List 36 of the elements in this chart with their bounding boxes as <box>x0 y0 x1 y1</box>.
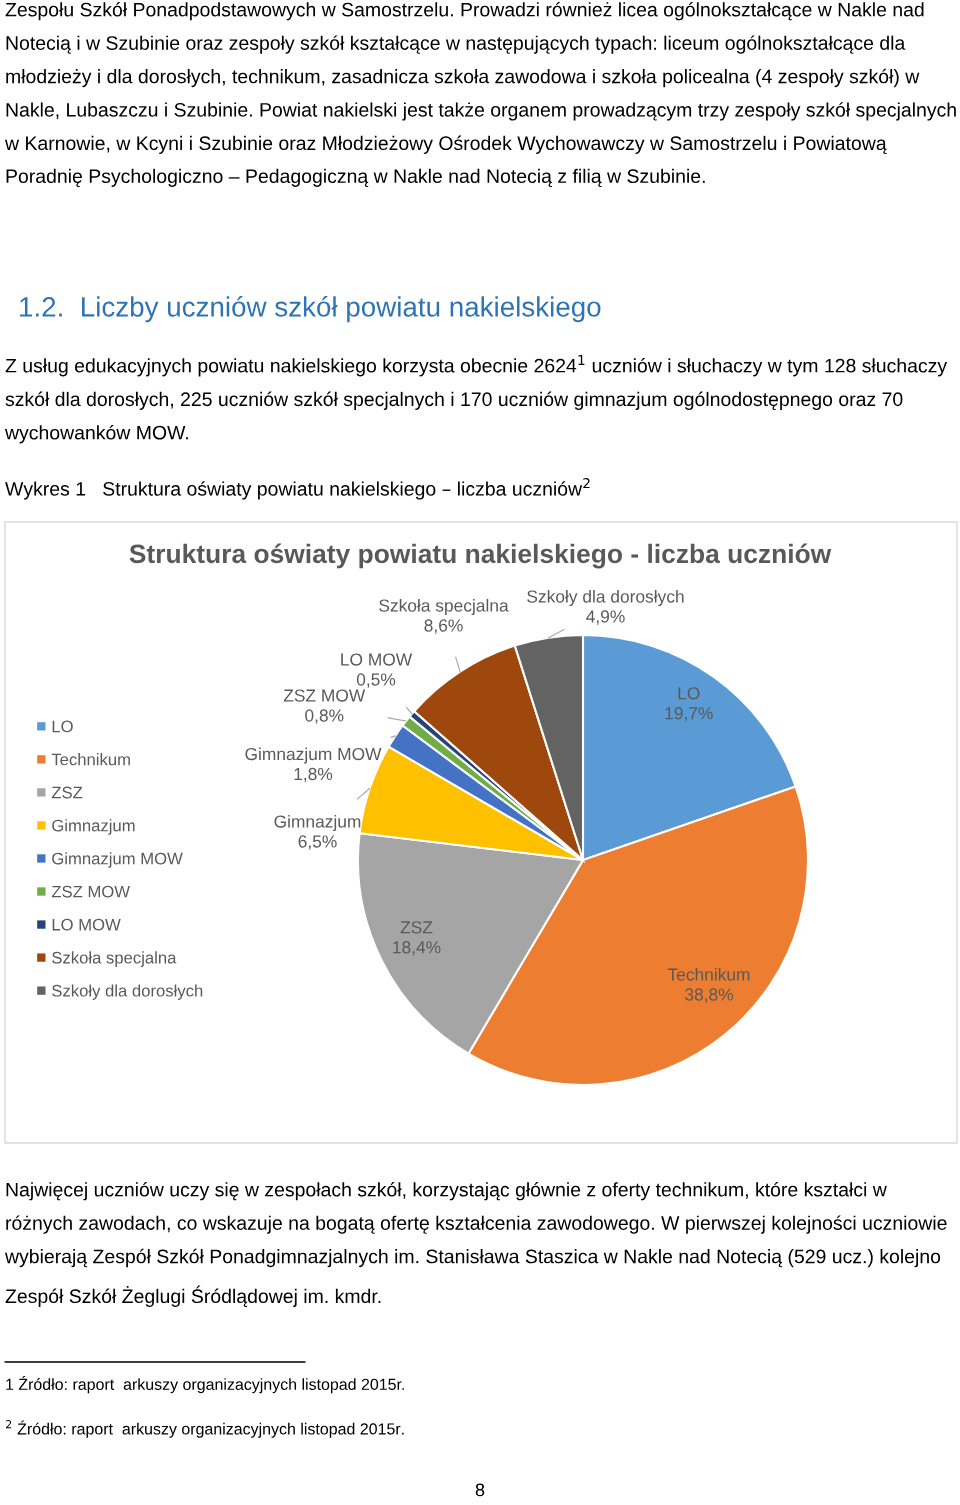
data-label: 1,8% <box>294 767 333 783</box>
slice-label: LO MOW <box>341 653 413 666</box>
legend-label: ZSZ MOW <box>51 885 130 898</box>
data-label: 38,8% <box>685 988 733 1003</box>
legend-label: Gimnazjum MOW <box>52 852 183 868</box>
text: Z usług edukacyjnych powiatu nakielskiego korzysta obecnie 2624$^{1}$ uczniów i słuchaczy w tym 128 słuchaczy szkół dla dorosłych, 225 uczniów szkół specjalnych i 170 uczniów gimnazjum ogólnodostępnego oraz 70 wychowanków MOW. <box>4 355 948 444</box>
text: Zespołu Szkół Ponadpodstawowych w Samostrzelu. Prowadzi również licea ogólnokształcące w Nakle nad Notecią i w Szubinie oraz zespoły szkół kształcące w następujących typach: liceum ogólnokształcące dla młodzieży i dla dorosłych, technikum, zasadnicza szkoła zawodowa i szkoła policealna (4 zespoły szkół) w Nakle, Lubaszczu i Szubinie. Powiat nakielski jest także organem prowadzącym trzy zespoły szkół specjalnych w Karnowie, w Kcyni i Szubinie oraz Młodzieżowy Ośrodek Wychowawczy w Samostrzelu i Powiatową Poradnię Psychologiczno – Pedagogiczną w Nakle nad Notecią z filią w Szubinie. <box>4 2 956 187</box>
legend-label: Szkoła specjalna <box>52 951 177 967</box>
slice-label: Gimnazjum MOW <box>245 747 382 764</box>
text: 1.2. Liczby uczniów szkół powiatu nakielskiego <box>20 296 601 323</box>
data-label: 6,5% <box>298 835 337 850</box>
slice-label: ZSZ MOW <box>283 689 366 702</box>
data-label: 0,5% <box>356 673 396 688</box>
slice-label: LO <box>678 687 700 700</box>
slice-label: Gimnazjum <box>274 814 361 832</box>
text: 1 Źródło: raport arkuszy organizacyjnych listopad 2015r. <box>6 1376 404 1394</box>
text: $^{2}$ Źródło: raport arkuszy organizacyjnych listopad 2015r. <box>5 1420 404 1438</box>
legend-label: Gimnazjum <box>52 819 135 835</box>
text: 8 <box>475 1483 485 1497</box>
legend-label: LO <box>52 720 73 733</box>
legend-label: Szkoły dla dorosłych <box>52 984 203 1000</box>
slice-label: ZSZ <box>400 921 433 934</box>
slice-label: Szkoła specjalna <box>379 598 509 616</box>
data-label: 0,8% <box>305 709 344 724</box>
slice-label: Szkoły dla dorosłych <box>527 589 684 607</box>
slice-label: Technikum <box>667 967 750 981</box>
text: Wykres 1 Struktura oświaty powiatu nakielskiego – liczba uczniów$^{2}$ <box>5 478 590 500</box>
data-label: 18,4% <box>393 941 441 956</box>
data-label: 4,9% <box>586 610 625 625</box>
legend-label: Technikum <box>51 753 130 766</box>
chart-title: Struktura oświaty powiatu nakielskiego - liczba uczniów <box>129 543 832 569</box>
text: Najwięcej uczniów uczy się w zespołach szkół, korzystając głównie z oferty technikum, które kształci w różnych zawodach, co wskazuje na bogatą ofertę kształcenia zawodowego. W pierwszej kolejności uczniowie wybierają Zespół Szkół Ponadgimnazjalnych im. Stanisława Staszica w Nakle nad Notecią (529 ucz.) kolejno Zespół Szkół Żeglugi Śródlądowej im. kmdr. <box>4 1182 947 1307</box>
data-label: 8,6% <box>424 619 463 634</box>
legend-label: LO MOW <box>52 918 121 931</box>
legend-label: ZSZ <box>51 786 83 799</box>
data-label: 19,7% <box>665 707 713 722</box>
